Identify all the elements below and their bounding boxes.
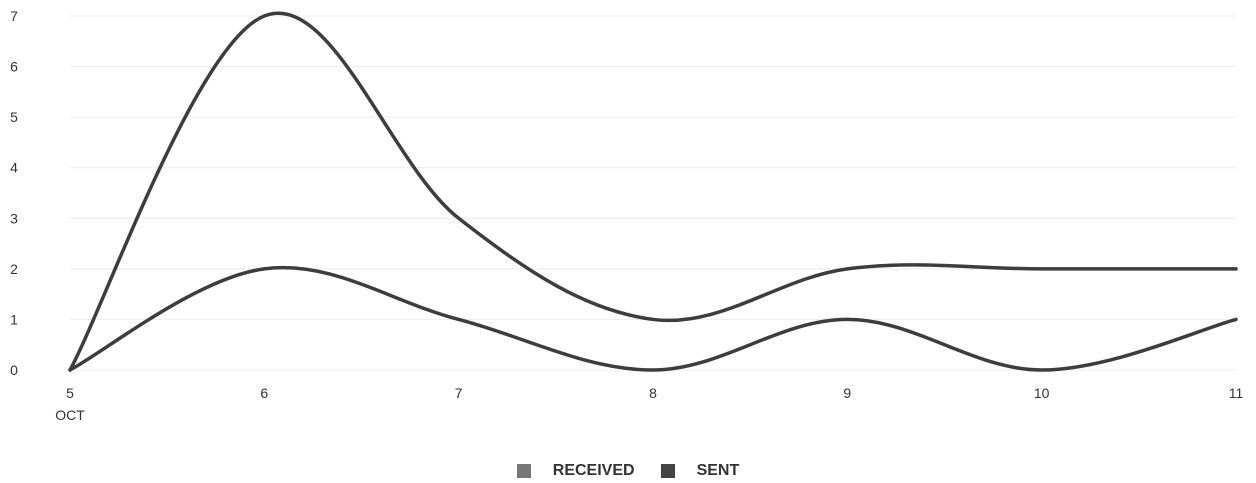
x-tick-label: 7	[455, 385, 463, 401]
received-swatch-icon	[516, 464, 531, 478]
y-tick-label: 1	[10, 311, 18, 327]
data-point-sent	[68, 368, 72, 372]
data-point-sent	[457, 317, 461, 321]
x-tick-label: 9	[843, 385, 851, 401]
x-axis-ticks: 5 6 7 8 9 10 11	[66, 385, 1243, 401]
y-tick-label: 6	[10, 59, 18, 75]
legend-label-sent: SENT	[696, 462, 740, 479]
data-point-received	[457, 216, 461, 220]
data-point-received	[1234, 267, 1238, 271]
data-point-received	[845, 267, 849, 271]
x-tick-label: 10	[1034, 385, 1050, 401]
y-tick-label: 5	[10, 109, 18, 125]
line-chart: 0 1 2 3 4 5 6 7 5 6 7 8 9 10 11 OCT	[10, 8, 1243, 423]
y-tick-label: 2	[10, 261, 18, 277]
y-tick-label: 3	[10, 210, 18, 226]
y-axis-ticks: 0 1 2 3 4 5 6 7	[10, 8, 18, 378]
data-point-sent	[1040, 368, 1044, 372]
series-line-received	[68, 11, 1238, 372]
grid-lines	[70, 15, 1236, 371]
data-point-sent	[1234, 317, 1238, 321]
x-tick-label: 6	[260, 385, 268, 401]
legend-label-received: RECEIVED	[552, 462, 635, 479]
series-lines	[68, 11, 1238, 372]
y-tick-label: 7	[10, 8, 18, 24]
legend: RECEIVED SENT	[0, 460, 1256, 482]
legend-item-sent[interactable]: SENT	[660, 462, 740, 480]
data-point-sent	[651, 368, 655, 372]
y-tick-label: 0	[10, 362, 18, 378]
data-point-sent	[262, 267, 266, 271]
y-tick-label: 4	[10, 160, 18, 176]
x-tick-label: 8	[649, 385, 657, 401]
data-point-sent	[845, 317, 849, 321]
data-point-received	[1040, 267, 1044, 271]
sent-swatch-icon	[660, 464, 675, 478]
data-point-received	[651, 317, 655, 321]
x-axis-sublabel: OCT	[55, 407, 85, 423]
x-tick-label: 5	[66, 385, 74, 401]
data-point-received	[262, 14, 266, 18]
x-tick-label: 11	[1229, 385, 1244, 401]
legend-item-received[interactable]: RECEIVED	[516, 462, 635, 480]
